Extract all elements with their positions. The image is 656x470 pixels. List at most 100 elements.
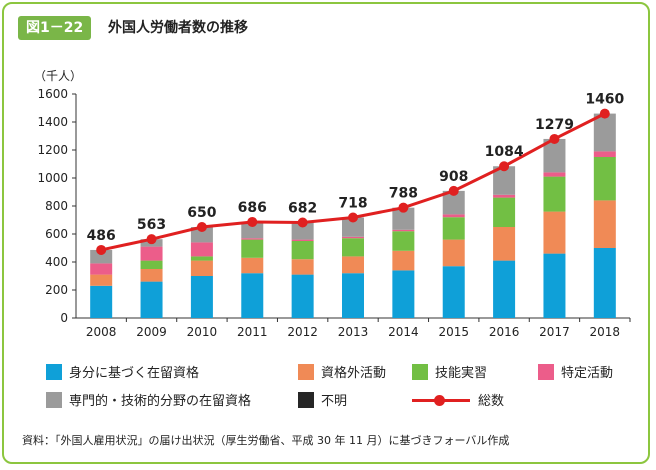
legend-label: 総数 bbox=[478, 394, 505, 409]
figure-frame bbox=[2, 2, 650, 464]
figure-number-badge: 図1－22 bbox=[18, 16, 92, 40]
y-tick-label: 800 bbox=[45, 199, 68, 213]
bar-segment bbox=[392, 270, 415, 318]
bar-segment bbox=[342, 236, 364, 239]
bar-segment bbox=[140, 269, 163, 282]
bar-segment bbox=[493, 197, 516, 227]
bar-segment bbox=[442, 239, 465, 267]
bar-segment bbox=[593, 200, 616, 248]
bar-segment bbox=[90, 263, 113, 275]
bar-segment bbox=[543, 211, 566, 254]
legend-item-designated: 特定活動 bbox=[538, 362, 613, 381]
y-tick-label: 400 bbox=[45, 255, 68, 269]
bar-segment bbox=[140, 281, 163, 318]
bar-segment bbox=[543, 138, 566, 173]
total-point bbox=[499, 161, 510, 172]
bar-segment bbox=[342, 273, 364, 318]
total-data-label: 1460 bbox=[585, 92, 624, 108]
x-tick-label: 2018 bbox=[590, 325, 621, 339]
total-data-label: 682 bbox=[288, 201, 317, 217]
legend-swatch bbox=[298, 391, 314, 408]
legend-swatch bbox=[46, 391, 62, 408]
x-tick-label: 2013 bbox=[338, 325, 369, 339]
total-point bbox=[398, 202, 409, 213]
legend-swatch bbox=[46, 363, 62, 380]
bar-segment bbox=[392, 250, 415, 271]
y-tick-label: 200 bbox=[45, 283, 68, 297]
total-point bbox=[448, 185, 459, 196]
bar-segment bbox=[392, 207, 415, 230]
total-data-label: 686 bbox=[238, 200, 267, 216]
bar-segment bbox=[442, 214, 465, 218]
bar-segment bbox=[241, 221, 264, 239]
bar-segment bbox=[241, 239, 264, 258]
legend-label: 不明 bbox=[321, 394, 348, 409]
total-data-label: 650 bbox=[187, 205, 216, 221]
x-tick-label: 2012 bbox=[287, 325, 318, 339]
legend-label: 身分に基づく在留資格 bbox=[69, 366, 200, 381]
bar-segment bbox=[442, 190, 465, 215]
bar-segment bbox=[593, 151, 616, 157]
legend-swatch bbox=[538, 363, 554, 380]
bar-segment bbox=[493, 166, 516, 195]
x-tick-label: 2017 bbox=[539, 325, 570, 339]
bar-segment bbox=[543, 253, 566, 318]
bar-segment bbox=[493, 260, 516, 318]
legend-item-total: 総数 bbox=[412, 390, 504, 409]
bar-segment bbox=[190, 227, 213, 243]
bar-segment bbox=[291, 239, 314, 241]
bar-segment bbox=[392, 231, 415, 251]
bar-segment bbox=[342, 238, 364, 257]
bar-segment bbox=[593, 157, 616, 201]
y-tick-label: 1200 bbox=[37, 143, 68, 157]
bar-segment bbox=[241, 238, 264, 240]
legend-item-trainee: 技能実習 bbox=[412, 362, 487, 381]
legend-swatch bbox=[298, 363, 314, 380]
x-tick-label: 2015 bbox=[438, 325, 469, 339]
bar-segment bbox=[593, 248, 616, 318]
total-point bbox=[599, 108, 610, 119]
bar-segment bbox=[190, 260, 213, 276]
y-tick-label: 0 bbox=[60, 311, 68, 325]
bar-segment bbox=[291, 241, 314, 260]
legend-line-marker bbox=[412, 392, 470, 408]
total-data-label: 1084 bbox=[485, 144, 524, 160]
legend-item-status-based: 身分に基づく在留資格 bbox=[46, 362, 199, 381]
y-tick-label: 600 bbox=[45, 227, 68, 241]
legend-item-non-qualified: 資格外活動 bbox=[298, 362, 386, 381]
bar-segment bbox=[140, 260, 163, 269]
bar-segment bbox=[392, 229, 415, 232]
total-data-label: 486 bbox=[87, 228, 116, 244]
legend-label: 特定活動 bbox=[561, 366, 614, 381]
bar-segment bbox=[543, 176, 566, 212]
total-point bbox=[196, 222, 207, 232]
bar-segment bbox=[291, 274, 314, 318]
total-point bbox=[96, 244, 107, 255]
bar-segment bbox=[291, 222, 314, 240]
x-tick-label: 2014 bbox=[388, 325, 419, 339]
total-data-label: 1279 bbox=[535, 117, 574, 133]
x-tick-label: 2016 bbox=[489, 325, 520, 339]
bar-segment bbox=[140, 246, 163, 261]
x-tick-label: 2010 bbox=[187, 325, 218, 339]
bar-segment bbox=[342, 217, 364, 237]
y-axis-unit-label: （千人） bbox=[34, 69, 82, 83]
total-data-label: 908 bbox=[439, 169, 468, 185]
bar-segment bbox=[342, 256, 364, 274]
x-tick-label: 2011 bbox=[237, 325, 268, 339]
x-tick-label: 2008 bbox=[86, 325, 117, 339]
bar-segment bbox=[291, 259, 314, 275]
legend-swatch bbox=[412, 363, 428, 380]
bar-segment bbox=[442, 217, 465, 240]
bar-segment bbox=[241, 273, 264, 318]
legend-label: 専門的・技術的分野の在留資格 bbox=[69, 394, 252, 409]
total-data-label: 563 bbox=[137, 217, 166, 233]
bar-segment bbox=[190, 242, 213, 257]
total-data-label: 788 bbox=[389, 186, 418, 202]
y-tick-label: 1400 bbox=[37, 115, 68, 129]
total-data-label: 718 bbox=[338, 195, 367, 211]
source-note: 資料：「外国人雇用状況」の届け出状況（厚生労働省、平成 30 年 11 月）に基… bbox=[22, 434, 510, 447]
legend-label: 技能実習 bbox=[435, 366, 488, 381]
bar-segment bbox=[543, 172, 566, 177]
